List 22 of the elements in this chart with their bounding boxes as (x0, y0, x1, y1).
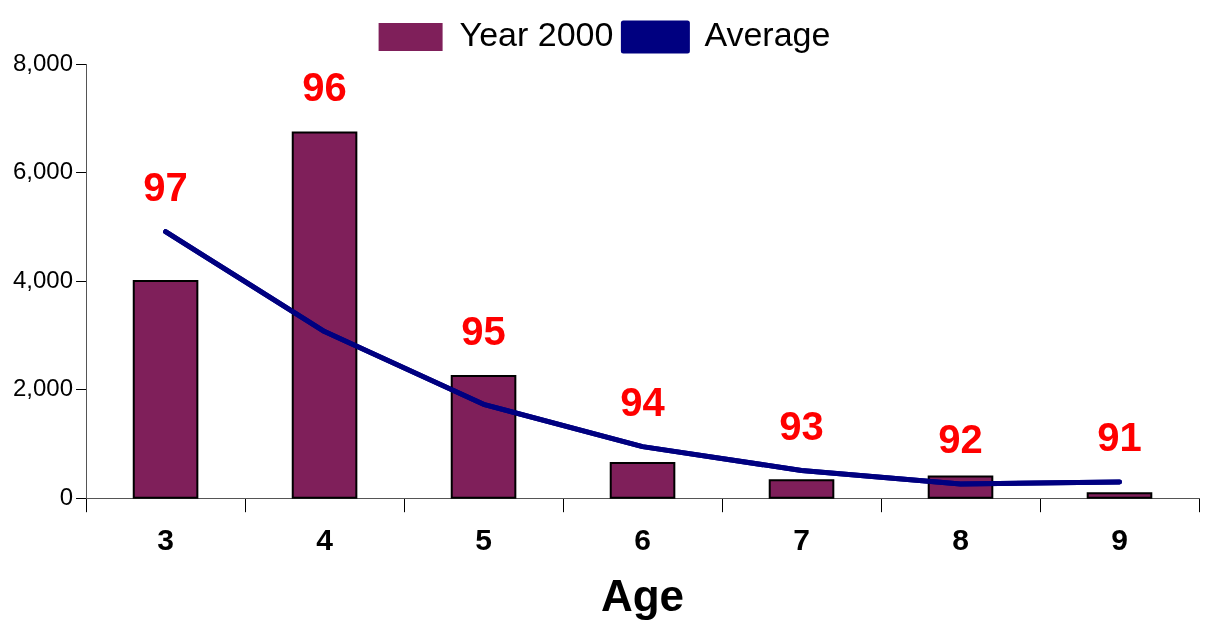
x-tick-label: 3 (157, 523, 174, 557)
annotation: 95 (461, 309, 506, 354)
annotation: 97 (143, 164, 188, 209)
x-tick-label: 9 (1111, 523, 1128, 557)
annotation: 91 (1097, 414, 1142, 459)
legend-label: Year 2000 (459, 15, 614, 54)
x-tick-label: 8 (952, 523, 969, 557)
legend-label: Average (704, 15, 831, 54)
y-tick-label: 6,000 (13, 157, 74, 185)
x-tick-label: 7 (793, 523, 810, 557)
y-tick-label: 8,000 (13, 48, 74, 76)
x-tick-label: 6 (634, 523, 651, 557)
annotation: 94 (620, 379, 666, 424)
annotation: 96 (302, 65, 347, 110)
x-tick-label: 4 (316, 523, 334, 557)
y-tick-label: 2,000 (13, 374, 74, 402)
annotation: 93 (779, 403, 824, 448)
annotation: 92 (938, 417, 983, 462)
y-tick-label: 0 (59, 482, 74, 510)
y-tick-label: 4,000 (13, 265, 74, 293)
x-tick-label: 5 (475, 523, 492, 557)
x-axis-title: Age (600, 570, 685, 620)
